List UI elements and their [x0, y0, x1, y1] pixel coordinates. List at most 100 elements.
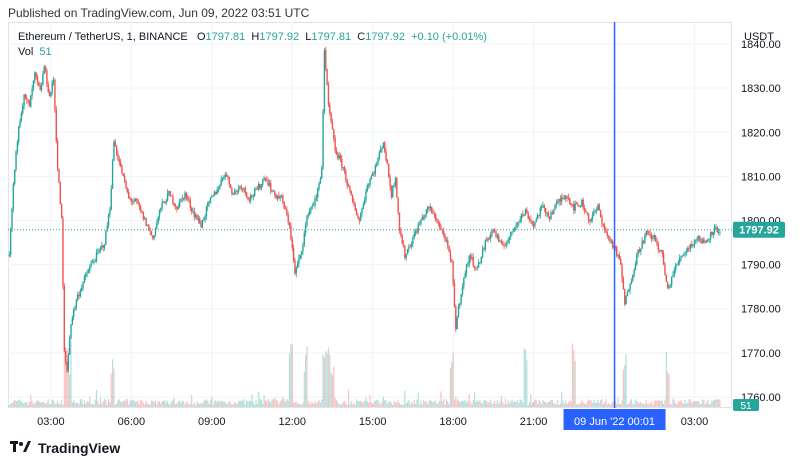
- candle-body: [326, 68, 328, 85]
- low-value: 1797.81: [311, 31, 352, 43]
- volume-bar: [597, 399, 599, 407]
- volume-bar: [251, 394, 253, 407]
- candle-body: [583, 207, 586, 212]
- candle-body: [595, 209, 598, 211]
- open-value: 1797.81: [205, 31, 246, 43]
- volume-bar: [471, 403, 473, 407]
- volume-bar: [478, 401, 480, 407]
- candle-body: [672, 275, 674, 278]
- volume-bar: [36, 399, 39, 407]
- candle-body: [697, 235, 700, 239]
- candle-body: [472, 257, 474, 266]
- candle-body: [424, 214, 426, 219]
- volume-bar: [695, 401, 697, 407]
- candle-body: [359, 214, 362, 221]
- volume-bar: [158, 401, 161, 407]
- candle-body: [20, 112, 23, 121]
- volume-bar: [156, 404, 158, 407]
- volume-bar: [299, 404, 301, 407]
- chart-plot-area[interactable]: [8, 22, 732, 408]
- published-caption: Published on TradingView.com, Jun 09, 20…: [8, 6, 310, 20]
- candle-body: [646, 231, 649, 233]
- volume-bar: [153, 401, 155, 407]
- volume-bar: [166, 400, 169, 407]
- candle-body: [322, 110, 324, 169]
- candle-body: [233, 191, 236, 194]
- volume-bar: [573, 350, 575, 407]
- volume-bar: [473, 391, 476, 407]
- volume-bar: [553, 403, 555, 407]
- volume-bar: [684, 399, 686, 407]
- volume-bar: [565, 400, 567, 407]
- candle-body: [599, 210, 602, 217]
- candle-body: [476, 267, 478, 269]
- volume-bar: [410, 401, 413, 407]
- candle-body: [464, 272, 466, 279]
- candle-body: [656, 240, 658, 244]
- candle-body: [337, 153, 339, 159]
- candle-body: [552, 210, 555, 215]
- volume-bar: [515, 401, 517, 407]
- candle-body: [106, 225, 108, 231]
- volume-bar: [661, 400, 663, 407]
- candle-body: [531, 220, 533, 224]
- candle-body: [624, 289, 626, 305]
- candle-body: [63, 285, 66, 352]
- candle-body: [649, 234, 651, 236]
- volume-bar: [632, 403, 634, 407]
- volume-bar: [337, 402, 339, 407]
- volume-bar: [692, 401, 694, 407]
- candle-body: [241, 188, 244, 190]
- volume-value: 51: [39, 46, 52, 58]
- candle-body: [582, 199, 584, 208]
- volume-bar: [612, 401, 614, 407]
- candle-body: [97, 251, 99, 253]
- candle-body: [489, 234, 492, 239]
- volume-bar: [389, 401, 391, 407]
- volume-bar: [103, 399, 106, 407]
- volume-bar: [239, 400, 241, 407]
- y-tick-label: 1830.00: [741, 83, 781, 95]
- volume-bar: [382, 396, 385, 407]
- candle-body: [129, 197, 131, 199]
- candle-body: [85, 273, 87, 277]
- candle-body: [527, 212, 529, 219]
- volume-bar: [519, 399, 521, 407]
- volume-bar: [229, 402, 232, 407]
- volume-bar: [598, 403, 600, 407]
- candle-body: [181, 197, 183, 199]
- volume-bar: [480, 402, 482, 407]
- volume-bar: [492, 403, 494, 407]
- candle-body: [118, 159, 120, 163]
- candle-body: [317, 188, 319, 198]
- symbol-label[interactable]: Ethereum / TetherUS, 1, BINANCE: [18, 31, 188, 43]
- candle-body: [314, 198, 316, 206]
- candle-body: [611, 241, 614, 248]
- volume-bar: [622, 369, 624, 407]
- candle-body: [136, 199, 138, 201]
- candle-body: [227, 175, 229, 177]
- volume-bar: [683, 403, 685, 407]
- volume-bar: [400, 404, 402, 407]
- volume-bar: [63, 350, 65, 407]
- x-tick-label: 15:00: [359, 416, 387, 428]
- volume-bar: [83, 400, 86, 407]
- volume-bar: [506, 403, 508, 407]
- candle-body: [282, 195, 284, 203]
- candle-body: [547, 212, 550, 217]
- candle-body: [158, 210, 161, 217]
- candle-body: [567, 197, 570, 199]
- volume-bar: [351, 404, 354, 407]
- candle-body: [515, 225, 517, 228]
- volume-bar: [34, 402, 36, 407]
- last-price-tag: [733, 221, 785, 238]
- volume-bar: [26, 401, 28, 407]
- candle-body: [665, 275, 668, 282]
- volume-bar: [73, 399, 75, 407]
- volume-bar: [326, 353, 328, 407]
- volume-bar: [347, 389, 350, 407]
- candle-body: [661, 250, 663, 254]
- candle-body: [11, 208, 13, 230]
- volume-bar: [57, 400, 59, 407]
